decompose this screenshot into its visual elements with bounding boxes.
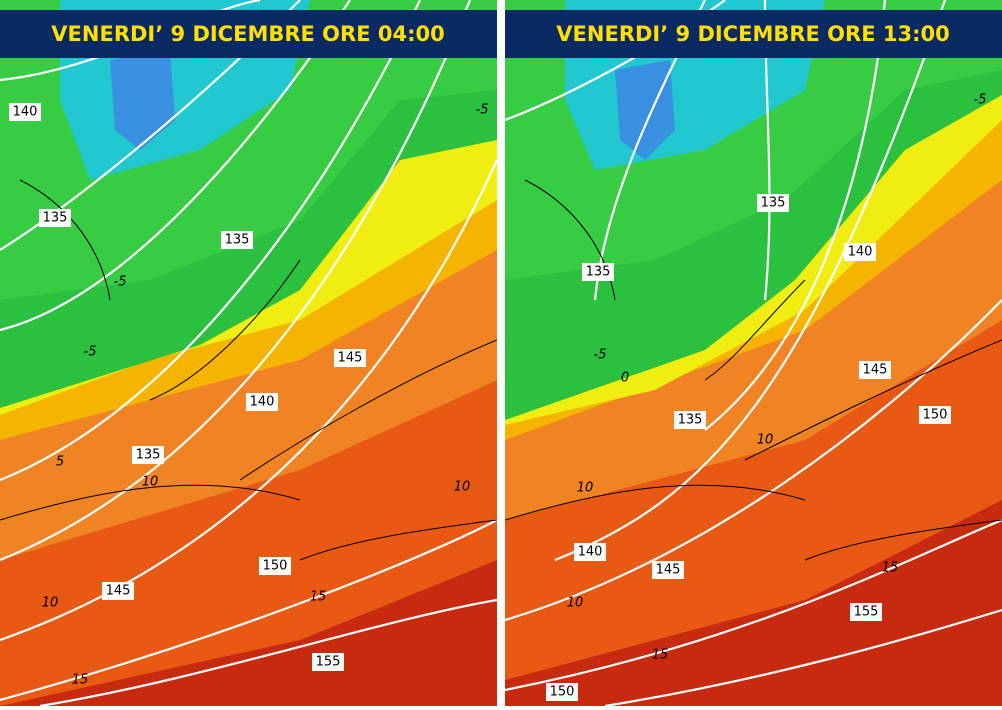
isohypse-label: 155	[316, 655, 341, 670]
label-box	[259, 557, 291, 575]
panel-title: VENERDI’ 9 DICEMBRE ORE 13:00	[556, 22, 949, 46]
label-box	[246, 393, 278, 411]
coastlines	[505, 179, 1002, 561]
isotherm-label: -5	[974, 93, 987, 108]
isohypse-label: 135	[43, 211, 68, 226]
label-box	[102, 582, 134, 600]
title-bar	[505, 10, 1002, 58]
isotherm-label: 5	[56, 455, 64, 470]
isotherm-label: 10	[454, 480, 471, 495]
label-box	[674, 411, 706, 429]
label-box	[39, 209, 71, 227]
isotherm-label: 10	[567, 596, 584, 611]
panel-title: VENERDI’ 9 DICEMBRE ORE 04:00	[51, 22, 444, 46]
title-bar	[0, 10, 497, 58]
isohypse-label: 135	[678, 413, 703, 428]
isohypse-label: 135	[586, 265, 611, 280]
isohypse-label: 135	[136, 448, 161, 463]
isohypse-lines	[505, 0, 1002, 706]
map-panel: VENERDI’ 9 DICEMBRE ORE 04:00 140 135 135 1…	[0, 0, 497, 706]
isohypse-label: 145	[863, 363, 888, 378]
isotherm-label: 15	[72, 673, 89, 688]
isohypse-label: 150	[263, 559, 288, 574]
isotherm-label: -5	[594, 348, 607, 363]
field-blue	[110, 50, 175, 150]
isohypse-label: 145	[338, 351, 363, 366]
isotherm-label: 10	[142, 475, 159, 490]
isohypse-label: 150	[550, 685, 575, 700]
coastlines	[0, 179, 497, 561]
isohypse-label: 135	[761, 196, 786, 211]
isotherm-label: 10	[757, 433, 774, 448]
map-panel: VENERDI’ 9 DICEMBRE ORE 13:00 135 135 140 1…	[505, 0, 1002, 706]
isohypse-label: 145	[656, 563, 681, 578]
isotherm-label: 15	[882, 561, 899, 576]
label-box	[546, 683, 578, 701]
label-box	[919, 406, 951, 424]
isohypse-label: 140	[250, 395, 275, 410]
isotherm-label: 0	[621, 371, 629, 386]
isohypse-label: 135	[225, 233, 250, 248]
label-box	[132, 446, 164, 464]
label-box	[582, 263, 614, 281]
isotherm-label: -5	[84, 345, 97, 360]
isohypse-label: 155	[854, 605, 879, 620]
isohypse-label: 140	[13, 105, 38, 120]
isotherm-label: 15	[652, 648, 669, 663]
isohypse-label: 150	[923, 408, 948, 423]
isohypse-label: 140	[578, 545, 603, 560]
label-box	[312, 653, 344, 671]
label-box	[9, 103, 41, 121]
isotherm-label: 15	[310, 590, 327, 605]
field-blue	[615, 60, 675, 160]
label-box	[221, 231, 253, 249]
label-box	[844, 243, 876, 261]
label-box	[652, 561, 684, 579]
isotherm-label: 10	[577, 481, 594, 496]
label-box	[859, 361, 891, 379]
isotherm-label: -5	[114, 275, 127, 290]
isotherm-label: -5	[476, 103, 489, 118]
isotherm-label: 10	[42, 596, 59, 611]
label-box	[757, 194, 789, 212]
label-box	[850, 603, 882, 621]
label-box	[574, 543, 606, 561]
label-box	[334, 349, 366, 367]
isohypse-label: 140	[848, 245, 873, 260]
isohypse-label: 145	[106, 584, 131, 599]
